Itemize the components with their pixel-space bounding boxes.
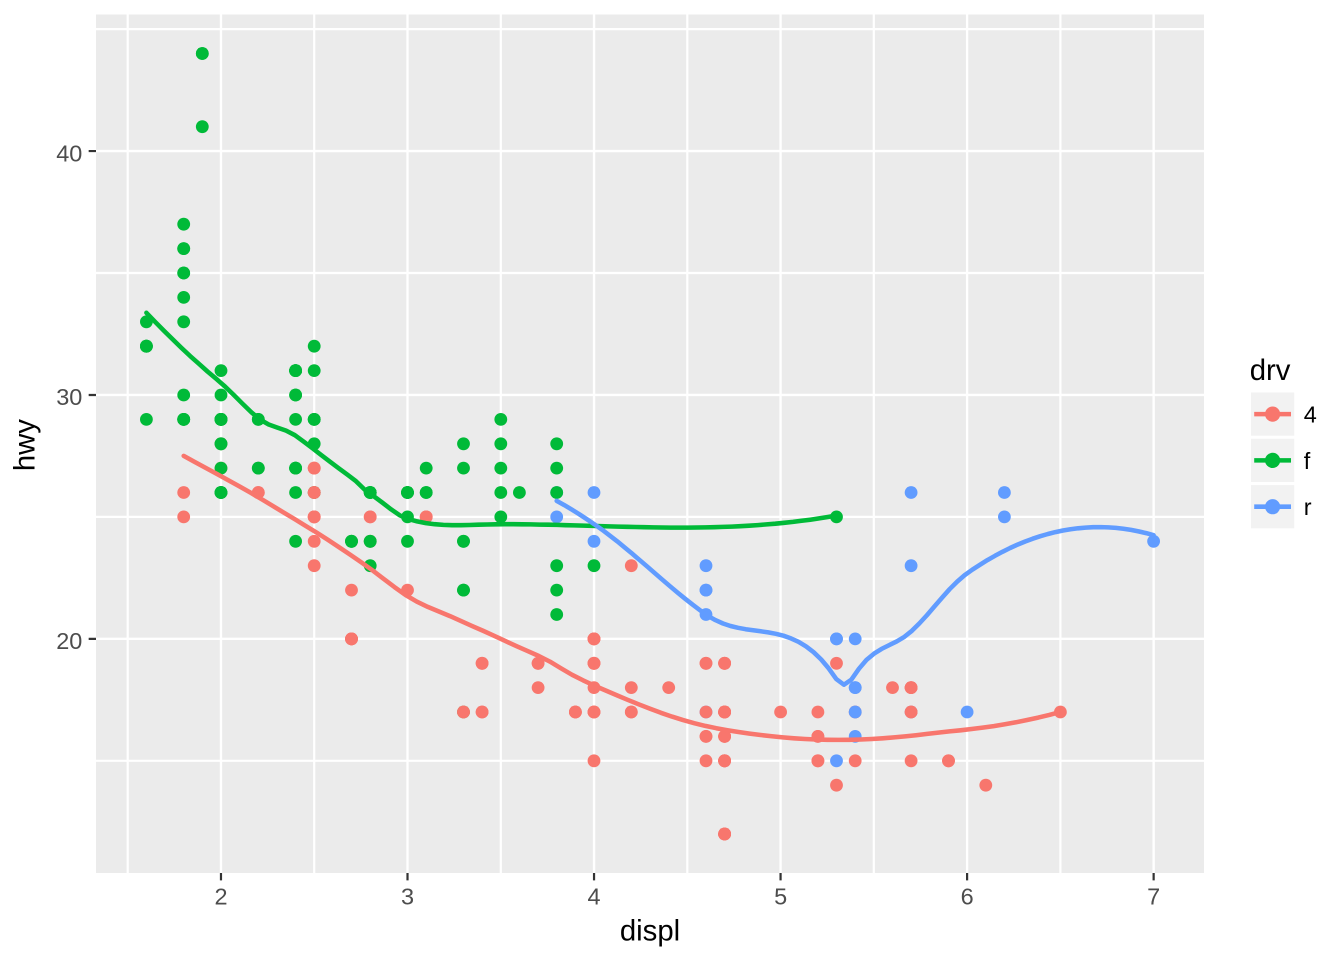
svg-text:7: 7	[1147, 884, 1160, 910]
svg-text:3: 3	[401, 884, 414, 910]
svg-text:drv: drv	[1250, 354, 1291, 387]
svg-text:30: 30	[56, 384, 82, 410]
svg-text:40: 40	[56, 140, 82, 166]
svg-text:displ: displ	[620, 914, 680, 947]
svg-text:hwy: hwy	[9, 419, 42, 471]
svg-text:20: 20	[56, 628, 82, 654]
svg-text:f: f	[1304, 448, 1311, 474]
svg-text:6: 6	[961, 884, 974, 910]
svg-text:4: 4	[587, 884, 600, 910]
svg-text:2: 2	[214, 884, 227, 910]
svg-text:4: 4	[1304, 402, 1317, 428]
svg-text:5: 5	[774, 884, 787, 910]
svg-text:r: r	[1304, 494, 1312, 520]
